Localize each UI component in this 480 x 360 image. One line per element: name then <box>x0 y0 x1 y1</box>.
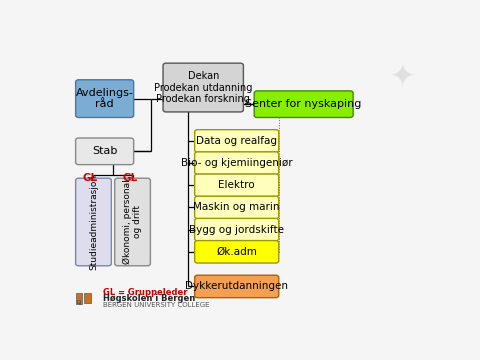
FancyBboxPatch shape <box>163 63 243 112</box>
FancyBboxPatch shape <box>76 293 83 304</box>
Text: Bygg og jordskifte: Bygg og jordskifte <box>189 225 284 235</box>
Text: Avdelings-
råd: Avdelings- råd <box>76 88 133 109</box>
FancyBboxPatch shape <box>195 174 279 197</box>
Text: Studieadministrasjon: Studieadministrasjon <box>89 174 98 270</box>
Text: ✦: ✦ <box>389 62 415 91</box>
FancyBboxPatch shape <box>195 152 279 174</box>
Text: Elektro: Elektro <box>218 180 255 190</box>
FancyBboxPatch shape <box>115 178 150 266</box>
FancyBboxPatch shape <box>195 240 279 263</box>
FancyBboxPatch shape <box>254 91 353 117</box>
Text: Dykkerutdanningen: Dykkerutdanningen <box>185 282 288 292</box>
Text: Dekan
Prodekan utdanning
Prodekan forskning: Dekan Prodekan utdanning Prodekan forskn… <box>154 71 252 104</box>
FancyBboxPatch shape <box>195 196 279 219</box>
Text: GL: GL <box>83 173 98 183</box>
FancyBboxPatch shape <box>195 219 279 241</box>
FancyBboxPatch shape <box>79 302 81 304</box>
FancyBboxPatch shape <box>76 178 111 266</box>
FancyBboxPatch shape <box>84 293 91 303</box>
Text: BERGEN UNIVERSITY COLLEGE: BERGEN UNIVERSITY COLLEGE <box>103 302 209 308</box>
Text: Maskin og marin: Maskin og marin <box>193 202 280 212</box>
FancyBboxPatch shape <box>77 300 80 303</box>
Text: Økonomi, personal
og drift: Økonomi, personal og drift <box>123 180 142 264</box>
Text: Bio- og kjemiingeniør: Bio- og kjemiingeniør <box>181 158 292 168</box>
Text: GL = Gruppeleder: GL = Gruppeleder <box>103 288 187 297</box>
FancyBboxPatch shape <box>195 130 279 152</box>
Text: Høgskolen i Bergen: Høgskolen i Bergen <box>103 294 195 303</box>
FancyBboxPatch shape <box>76 138 133 165</box>
Text: Øk.adm: Øk.adm <box>216 247 257 257</box>
FancyBboxPatch shape <box>195 275 279 298</box>
Text: GL: GL <box>122 173 137 183</box>
Text: Data og realfag: Data og realfag <box>196 136 277 146</box>
Text: Stab: Stab <box>92 146 117 156</box>
FancyBboxPatch shape <box>76 80 133 117</box>
Text: Senter for nyskaping: Senter for nyskaping <box>245 99 362 109</box>
